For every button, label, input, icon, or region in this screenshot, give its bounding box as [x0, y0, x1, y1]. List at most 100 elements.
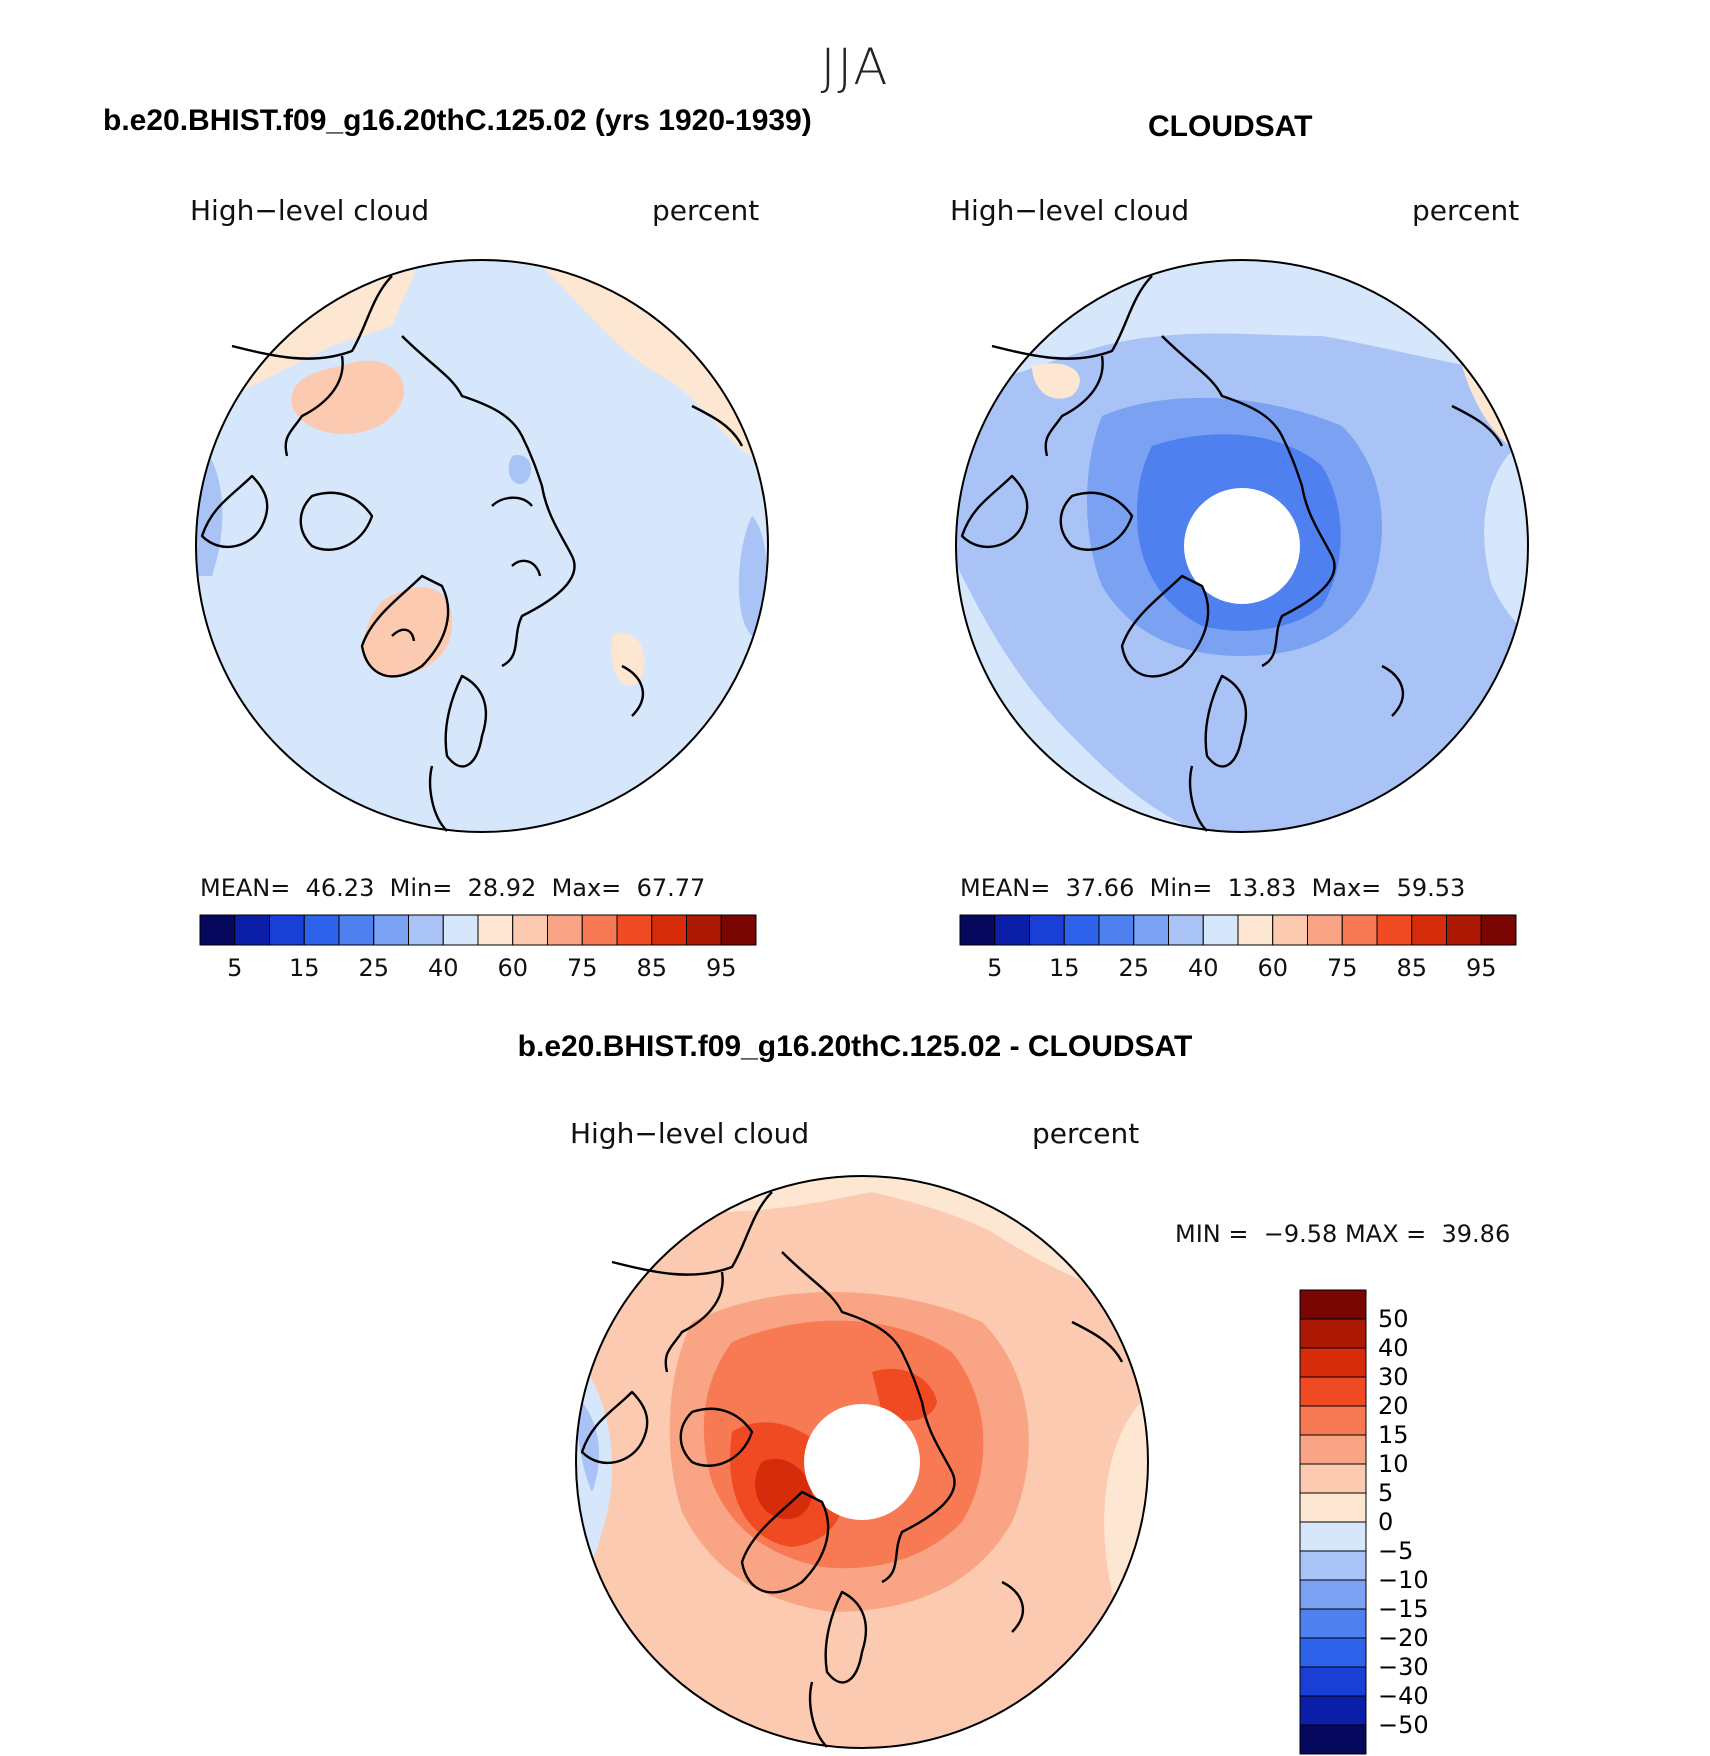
colorbar-swatch: [1299, 1666, 1367, 1697]
panel3-variable: High−level cloud: [570, 1117, 810, 1150]
colorbar-label: 75: [566, 954, 598, 982]
colorbar-swatch: [1029, 914, 1065, 946]
map1-coastlines: [200, 275, 744, 832]
colorbar-label: 85: [636, 954, 668, 982]
colorbar-label: 25: [358, 954, 390, 982]
colorbar-swatch: [1168, 914, 1204, 946]
panel3-min-label: MIN =: [1175, 1220, 1249, 1248]
colorbar-swatch: [199, 914, 236, 946]
colorbar-swatch: [1299, 1318, 1367, 1349]
colorbar-swatch: [720, 914, 757, 946]
colorbar-label: 20: [1378, 1392, 1409, 1420]
panel3-units: percent: [1032, 1117, 1140, 1150]
panel2-max-value: 59.53: [1396, 874, 1466, 902]
colorbar-label: 0: [1378, 1508, 1394, 1536]
colorbar-swatch: [959, 914, 996, 946]
colorbar-swatch: [303, 914, 340, 946]
map1-region-warm-sw: [196, 776, 322, 832]
colorbar-label: 95: [705, 954, 737, 982]
colorbar-label: −20: [1378, 1624, 1429, 1652]
colorbar-label: 40: [427, 954, 459, 982]
map2-polar-gap: [1184, 488, 1300, 604]
map2-region-warm-nw: [1032, 363, 1080, 399]
colorbar-swatch: [1299, 1608, 1367, 1639]
map1-region-cool-e: [738, 516, 767, 636]
panel1-title: b.e20.BHIST.f09_g16.20thC.125.02 (yrs 19…: [103, 104, 812, 137]
colorbar-swatch: [1299, 1492, 1367, 1523]
colorbar-swatch: [1376, 914, 1413, 946]
colorbar-label: 30: [1378, 1363, 1409, 1391]
panel2-stats: MEAN= 37.66 Min= 13.83 Max= 59.53: [960, 874, 1465, 902]
panel3-colorbar-labels: 50 40 30 20 15 10 5 0 −5 −10 −15 −20 −30 −40 −50: [1378, 1290, 1458, 1754]
colorbar-swatch: [1098, 914, 1135, 946]
panel1-units: percent: [652, 194, 760, 227]
colorbar-swatch: [581, 914, 618, 946]
panel3-polar-map: [575, 1175, 1149, 1749]
colorbar-label: 75: [1326, 954, 1358, 982]
panel2-min-value: 13.83: [1227, 874, 1297, 902]
colorbar-label: 5: [227, 954, 243, 982]
colorbar-swatch: [373, 914, 409, 946]
colorbar-label: 40: [1378, 1334, 1409, 1362]
panel1-max-label: Max=: [551, 874, 622, 902]
colorbar-swatch: [477, 914, 514, 946]
map3-region-max: [755, 1458, 812, 1520]
panel3-max-value: 39.86: [1441, 1220, 1511, 1248]
map1-region-warm-e: [611, 633, 645, 686]
colorbar-swatch: [338, 914, 375, 946]
colorbar-swatch: [1299, 1434, 1367, 1465]
colorbar-swatch: [1299, 1695, 1367, 1726]
colorbar-label: 10: [1378, 1450, 1409, 1478]
colorbar-label: 40: [1187, 954, 1219, 982]
panel2-units: percent: [1412, 194, 1520, 227]
colorbar-swatch: [408, 914, 444, 946]
colorbar-swatch: [1341, 914, 1378, 946]
colorbar-label: −15: [1378, 1595, 1429, 1623]
map1-region-warm2: [291, 360, 404, 435]
colorbar-label: −50: [1378, 1711, 1429, 1739]
colorbar-label: 5: [1378, 1479, 1394, 1507]
colorbar-label: −10: [1378, 1566, 1429, 1594]
map3-coastlines: [580, 1191, 1124, 1748]
colorbar-swatch: [1299, 1724, 1367, 1755]
panel1-min-label: Min=: [389, 874, 453, 902]
colorbar-swatch: [1299, 1637, 1367, 1668]
panel1-variable: High−level cloud: [190, 194, 430, 227]
colorbar-swatch: [1063, 914, 1100, 946]
map2-coastlines: [960, 275, 1504, 832]
colorbar-swatch: [1299, 1550, 1367, 1581]
panel3-title: b.e20.BHIST.f09_g16.20thC.125.02 - CLOUD…: [517, 1030, 1193, 1063]
colorbar-swatch: [442, 914, 479, 946]
colorbar-swatch: [1272, 914, 1308, 946]
colorbar-swatch: [1299, 1347, 1367, 1378]
map3-polar-gap: [804, 1404, 920, 1520]
colorbar-swatch: [269, 914, 305, 946]
colorbar-swatch: [616, 914, 653, 946]
colorbar-swatch: [1299, 1579, 1367, 1610]
season-title: JJA: [820, 38, 890, 96]
panel1-mean-value: 46.23: [305, 874, 375, 902]
panel2-colorbar: [959, 914, 1517, 946]
map3-border: [575, 1175, 1149, 1749]
colorbar-swatch: [512, 914, 548, 946]
map1-region-cool-c: [508, 455, 532, 485]
panel1-min-value: 28.92: [467, 874, 537, 902]
map2-region-light-e: [1484, 436, 1528, 636]
colorbar-swatch: [1480, 914, 1517, 946]
colorbar-swatch: [1299, 1289, 1367, 1320]
colorbar-label: 60: [497, 954, 529, 982]
colorbar-label: −30: [1378, 1653, 1429, 1681]
panel2-variable: High−level cloud: [950, 194, 1190, 227]
panel2-mean-value: 37.66: [1065, 874, 1135, 902]
colorbar-label: 5: [987, 954, 1003, 982]
map1-field-base: [196, 260, 768, 832]
panel1-colorbar-labels: 5 15 25 40 60 75 85 95: [200, 954, 756, 984]
panel2-colorbar-labels: 5 15 25 40 60 75 85 95: [960, 954, 1516, 984]
colorbar-swatch: [1299, 1405, 1367, 1436]
map3-region-hotter-n: [872, 1368, 937, 1421]
colorbar-swatch: [651, 914, 687, 946]
colorbar-swatch: [1307, 914, 1343, 946]
colorbar-label: 15: [288, 954, 320, 982]
panel3-min-value: −9.58: [1263, 1220, 1338, 1248]
panel1-stats: MEAN= 46.23 Min= 28.92 Max= 67.77: [200, 874, 705, 902]
